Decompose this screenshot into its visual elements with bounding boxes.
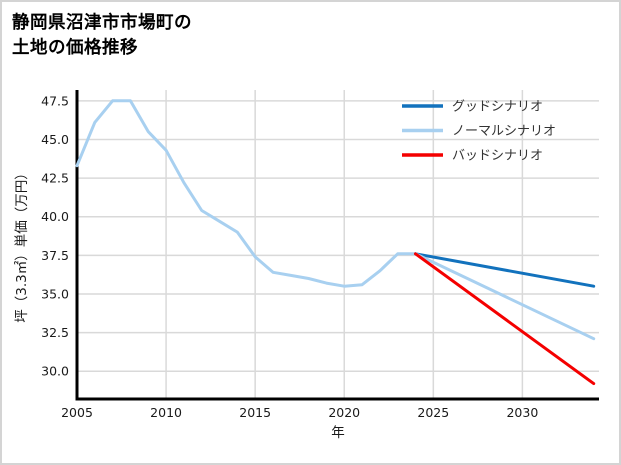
- y-tick-label: 30.0: [41, 364, 69, 379]
- x-tick-label: 2015: [239, 405, 271, 420]
- y-tick-label: 35.0: [41, 286, 69, 301]
- x-tick-label: 2010: [150, 405, 182, 420]
- chart-title: 静岡県沼津市市場町の 土地の価格推移: [12, 11, 192, 61]
- legend-label-0: グッドシナリオ: [452, 100, 543, 115]
- chart-title-line2: 土地の価格推移: [12, 38, 138, 58]
- chart-title-line1: 静岡県沼津市市場町の: [12, 13, 192, 33]
- y-tick-label: 32.5: [41, 325, 69, 340]
- y-axis-title: 坪（3.3㎡）単価（万円）: [14, 166, 30, 322]
- y-tick-label: 40.0: [41, 209, 69, 224]
- legend-label-1: ノーマルシナリオ: [452, 124, 556, 139]
- y-tick-label: 47.5: [41, 93, 69, 108]
- x-tick-label: 2030: [506, 405, 538, 420]
- legend-label-2: バッドシナリオ: [452, 149, 543, 164]
- y-tick-label: 37.5: [41, 248, 69, 263]
- series-line-normal-scenario: [414, 252, 596, 341]
- series-line-history: [75, 99, 417, 288]
- y-tick-label: 45.0: [41, 132, 69, 147]
- x-tick-label: 2020: [328, 405, 360, 420]
- x-axis-title: 年: [331, 425, 345, 441]
- series-line-good-scenario: [414, 252, 596, 288]
- x-tick-label: 2005: [61, 405, 93, 420]
- series-line-bad-scenario: [414, 252, 596, 386]
- y-tick-label: 42.5: [41, 171, 69, 186]
- x-tick-label: 2025: [417, 405, 449, 420]
